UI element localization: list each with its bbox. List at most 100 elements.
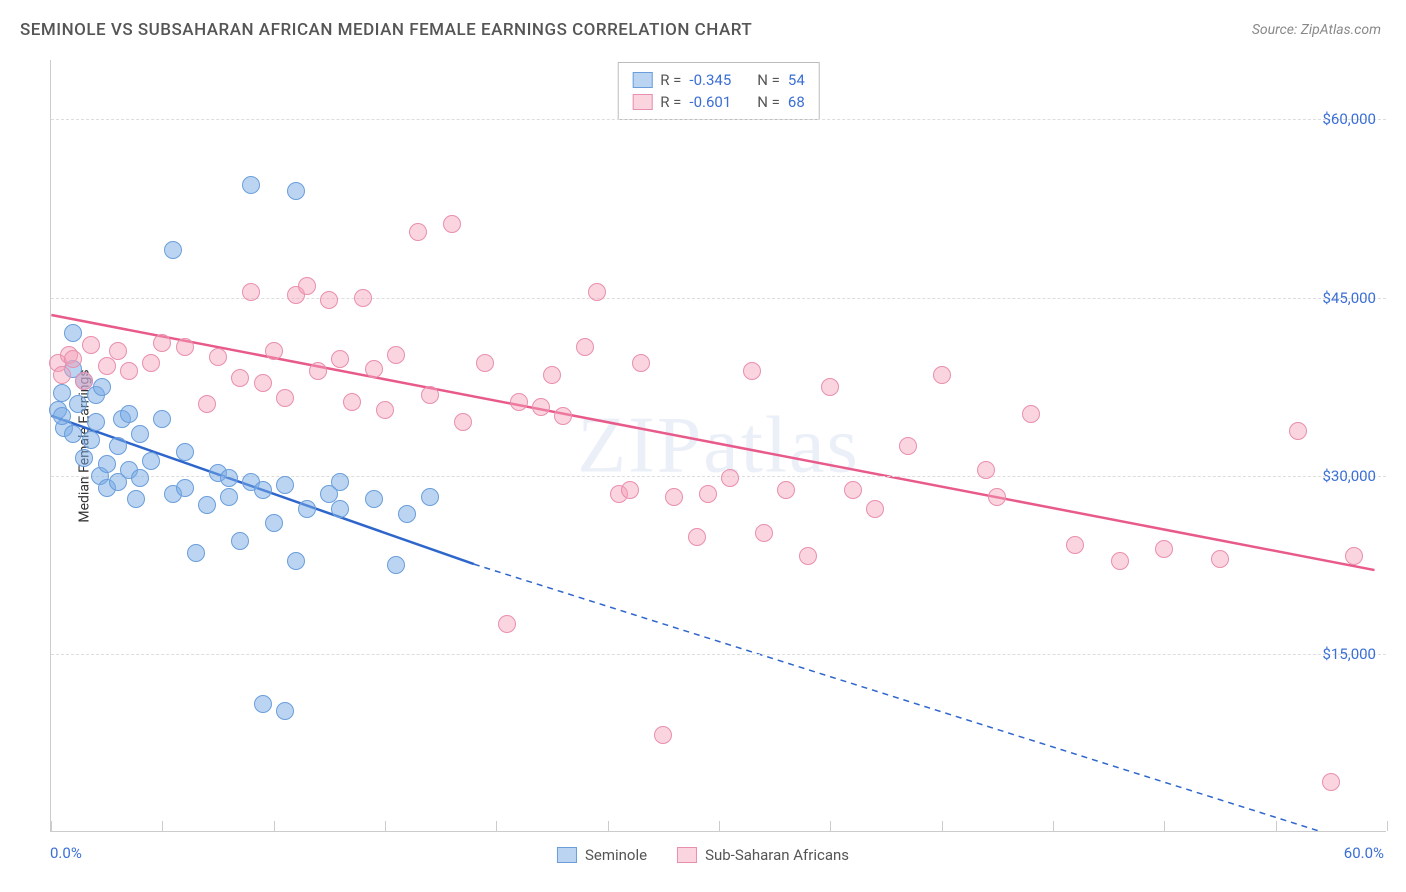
data-point <box>98 455 116 473</box>
data-point <box>1345 547 1363 565</box>
plot-area: ZIPatlas R = -0.345 N = 54 R = -0.601 N … <box>50 60 1386 832</box>
data-point <box>142 452 160 470</box>
swatch-seminole <box>632 72 652 88</box>
data-point <box>343 393 361 411</box>
data-point <box>398 505 416 523</box>
data-point <box>109 437 127 455</box>
data-point <box>331 500 349 518</box>
legend-item-seminole: Seminole <box>557 846 647 864</box>
correlation-legend: R = -0.345 N = 54 R = -0.601 N = 68 <box>617 62 820 120</box>
data-point <box>265 342 283 360</box>
data-point <box>254 374 272 392</box>
data-point <box>75 372 93 390</box>
data-point <box>64 324 82 342</box>
n-value-seminole: 54 <box>788 71 805 89</box>
data-point <box>153 410 171 428</box>
data-point <box>688 528 706 546</box>
data-point <box>1289 422 1307 440</box>
data-point <box>365 490 383 508</box>
x-tick <box>51 821 52 831</box>
data-point <box>198 395 216 413</box>
data-point <box>799 547 817 565</box>
r-label: R = <box>660 71 681 89</box>
data-point <box>131 469 149 487</box>
data-point <box>254 695 272 713</box>
n-label: N = <box>757 93 780 111</box>
data-point <box>53 384 71 402</box>
x-tick <box>719 821 720 831</box>
data-point <box>220 488 238 506</box>
data-point <box>75 449 93 467</box>
data-point <box>220 469 238 487</box>
y-tick-label: $15,000 <box>1322 645 1376 663</box>
data-point <box>120 405 138 423</box>
data-point <box>1022 405 1040 423</box>
source-attribution: Source: ZipAtlas.com <box>1252 22 1381 38</box>
data-point <box>1155 540 1173 558</box>
x-tick <box>830 821 831 831</box>
r-label: R = <box>660 93 681 111</box>
data-point <box>777 481 795 499</box>
r-value-subsaharan: -0.601 <box>689 93 731 111</box>
series-name-seminole: Seminole <box>585 846 647 864</box>
data-point <box>109 342 127 360</box>
data-point <box>621 481 639 499</box>
data-point <box>554 407 572 425</box>
data-point <box>187 544 205 562</box>
data-point <box>933 366 951 384</box>
data-point <box>127 490 145 508</box>
x-axis-max-label: 60.0% <box>1344 844 1384 862</box>
x-tick <box>1164 821 1165 831</box>
data-point <box>844 481 862 499</box>
data-point <box>287 552 305 570</box>
series-legend: Seminole Sub-Saharan Africans <box>557 846 849 864</box>
data-point <box>176 338 194 356</box>
chart-title: SEMINOLE VS SUBSAHARAN AFRICAN MEDIAN FE… <box>20 20 752 40</box>
data-point <box>721 469 739 487</box>
data-point <box>176 443 194 461</box>
data-point <box>142 354 160 372</box>
data-point <box>1322 773 1340 791</box>
data-point <box>387 346 405 364</box>
data-point <box>242 283 260 301</box>
data-point <box>87 413 105 431</box>
data-point <box>254 481 272 499</box>
data-point <box>365 360 383 378</box>
x-tick <box>385 821 386 831</box>
data-point <box>899 437 917 455</box>
data-point <box>443 215 461 233</box>
n-label: N = <box>757 71 780 89</box>
legend-row-seminole: R = -0.345 N = 54 <box>632 69 805 91</box>
data-point <box>1211 550 1229 568</box>
data-point <box>654 726 672 744</box>
legend-item-subsaharan: Sub-Saharan Africans <box>677 846 849 864</box>
r-value-seminole: -0.345 <box>689 71 731 89</box>
x-tick <box>162 821 163 831</box>
data-point <box>632 354 650 372</box>
legend-row-subsaharan: R = -0.601 N = 68 <box>632 91 805 113</box>
data-point <box>309 362 327 380</box>
data-point <box>276 702 294 720</box>
data-point <box>476 354 494 372</box>
data-point <box>176 479 194 497</box>
x-tick <box>496 821 497 831</box>
data-point <box>498 615 516 633</box>
n-value-subsaharan: 68 <box>788 93 805 111</box>
data-point <box>298 500 316 518</box>
data-point <box>576 338 594 356</box>
data-point <box>755 524 773 542</box>
data-point <box>1066 536 1084 554</box>
data-point <box>53 366 71 384</box>
data-point <box>376 401 394 419</box>
x-tick <box>1053 821 1054 831</box>
data-point <box>331 350 349 368</box>
data-point <box>82 431 100 449</box>
x-tick <box>274 821 275 831</box>
data-point <box>93 378 111 396</box>
x-tick <box>608 821 609 831</box>
data-point <box>510 393 528 411</box>
data-point <box>421 386 439 404</box>
data-point <box>276 389 294 407</box>
data-point <box>98 357 116 375</box>
data-point <box>265 514 283 532</box>
